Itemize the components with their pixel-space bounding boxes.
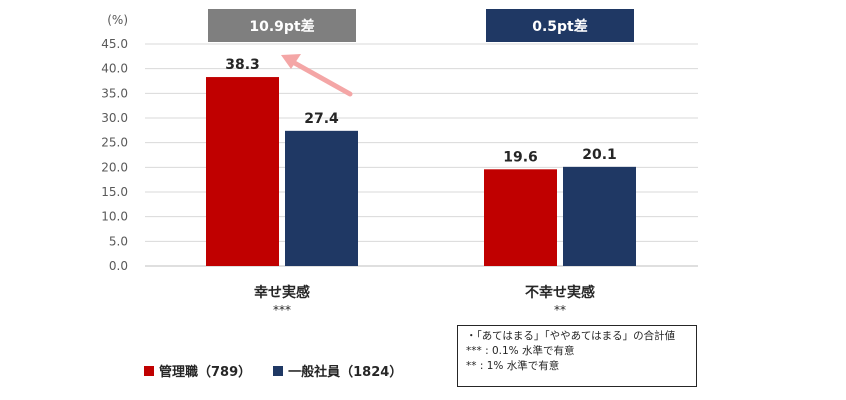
- note-line-2: *** : 0.1% 水準で有意: [466, 345, 575, 357]
- value-label: 38.3: [225, 57, 260, 73]
- notes-box: ・「あてはまる」「ややあてはまる」の合計値 *** : 0.1% 水準で有意 *…: [457, 325, 697, 387]
- difference-box-label: 10.9pt差: [249, 18, 314, 35]
- y-tick-label: 45.0: [101, 37, 128, 51]
- y-tick-label: 20.0: [101, 160, 128, 174]
- y-tick-label: 5.0: [109, 234, 128, 248]
- y-tick-label: 40.0: [101, 62, 128, 76]
- y-tick-label: 15.0: [101, 185, 128, 199]
- y-tick-label: 25.0: [101, 136, 128, 150]
- arrow-shaft: [288, 58, 353, 97]
- legend-label-employees: 一般社員（1824）: [288, 365, 403, 380]
- significance-label: **: [554, 303, 566, 317]
- significance-label: ***: [273, 303, 291, 317]
- value-label: 19.6: [503, 149, 538, 165]
- category-label: 不幸せ実感: [525, 284, 595, 301]
- bar: [563, 166, 636, 266]
- arrow-head: [281, 54, 301, 69]
- difference-box-label: 0.5pt差: [532, 18, 588, 35]
- y-tick-label: 0.0: [109, 259, 128, 273]
- value-label: 27.4: [304, 111, 339, 127]
- y-tick-label: 35.0: [101, 86, 128, 100]
- y-tick-label: 30.0: [101, 111, 128, 125]
- value-labels: 38.3 19.6 27.4 20.1: [225, 57, 617, 165]
- legend-item-employees: 一般社員（1824）: [273, 361, 402, 380]
- category-label: 幸せ実感: [254, 284, 310, 301]
- bar: [484, 169, 557, 266]
- legend-label-managers: 管理職（789）: [159, 365, 252, 380]
- difference-box: [486, 9, 634, 42]
- note-line-3: ** : 1% 水準で有意: [466, 360, 560, 372]
- legend-swatch-managers: [144, 365, 154, 376]
- bars: [206, 77, 636, 266]
- y-tick-label: 10.0: [101, 210, 128, 224]
- difference-arrow: [281, 54, 353, 97]
- note-line-1: ・「あてはまる」「ややあてはまる」の合計値: [466, 330, 676, 342]
- bar: [206, 77, 279, 266]
- difference-box: [208, 9, 356, 42]
- legend: 管理職（789） 一般社員（1824）: [144, 361, 424, 380]
- legend-item-managers: 管理職（789）: [144, 361, 251, 380]
- legend-swatch-employees: [273, 365, 284, 376]
- bar: [285, 130, 358, 266]
- value-label: 20.1: [582, 147, 617, 163]
- category-labels: 幸せ実感 *** 不幸せ実感 **: [254, 284, 595, 317]
- y-axis: 0.0 5.0 10.0 15.0 20.0 25.0 30.0 35.0 40.0 45.0: [101, 37, 128, 273]
- y-axis-unit-label: (%): [107, 13, 128, 27]
- difference-boxes: 10.9pt差 0.5pt差: [208, 9, 634, 42]
